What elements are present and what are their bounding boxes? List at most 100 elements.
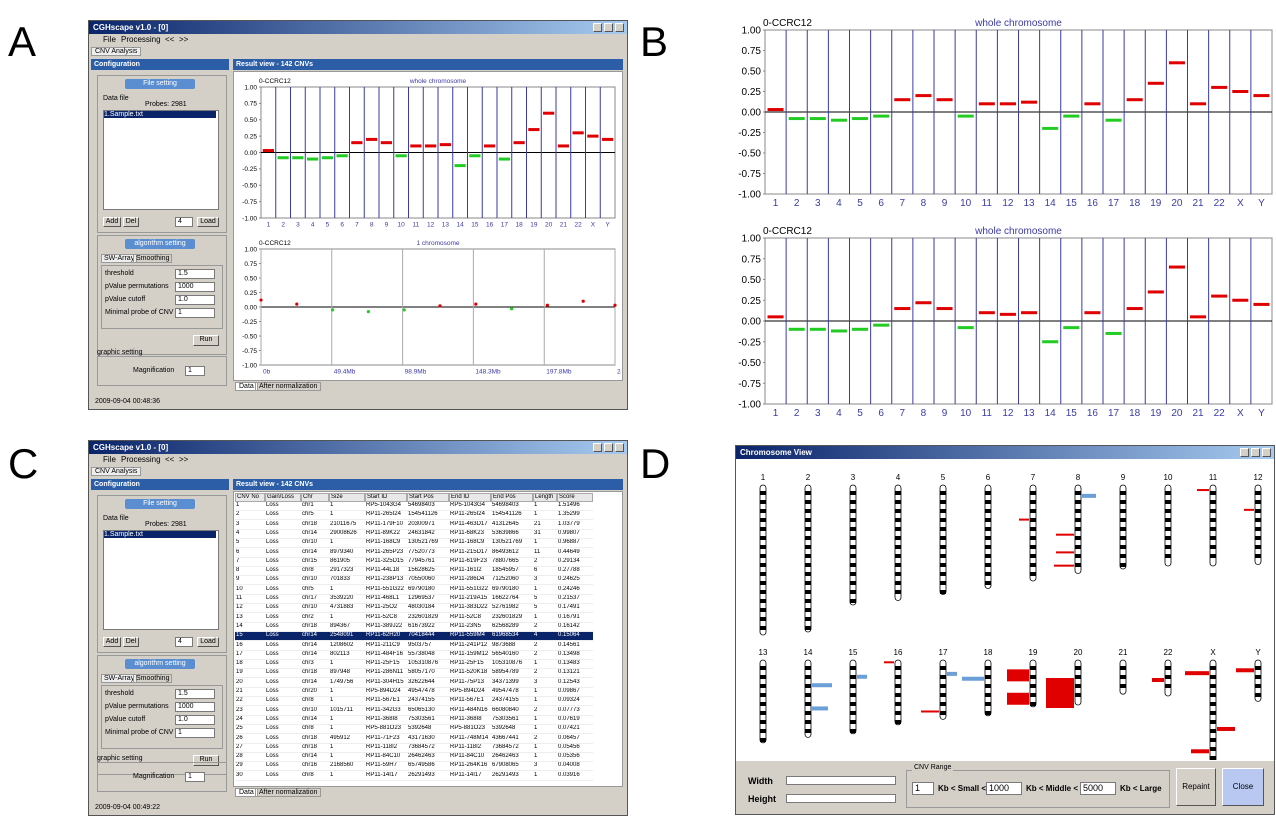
menu-item[interactable]: Processing [121, 455, 161, 464]
param-input[interactable]: 1000 [175, 702, 215, 712]
window-control[interactable] [615, 443, 624, 452]
table-cell: chr8 [301, 725, 329, 735]
window-control[interactable] [593, 443, 602, 452]
table-cell: RP5-1043G4 [365, 502, 407, 511]
column-header[interactable]: End ID [449, 493, 491, 502]
tab[interactable]: SW-Array [101, 254, 138, 263]
tab[interactable]: Smoothing [133, 254, 173, 263]
column-header[interactable]: Score [557, 493, 593, 502]
column-header[interactable]: Start Pos [407, 493, 449, 502]
status-bar: 2009-09-04 00:49:22 [95, 804, 160, 811]
button[interactable]: Del [123, 637, 139, 647]
window-control[interactable] [615, 23, 624, 32]
tab[interactable]: CNV Analysis [91, 467, 142, 476]
segment-level [1063, 114, 1080, 118]
combo-box[interactable]: 4 [175, 217, 193, 227]
button[interactable]: Close [1222, 768, 1264, 806]
table-cell: RP11-168C9 [365, 539, 407, 549]
param-input[interactable]: 1 [175, 308, 215, 318]
button[interactable]: Add [103, 217, 121, 227]
window-control[interactable] [1262, 448, 1271, 457]
slider[interactable] [786, 794, 896, 803]
tab[interactable]: Data [235, 382, 258, 391]
chromosome-label: 16 [894, 648, 903, 657]
table-cell: 1 [329, 688, 365, 697]
x-tick-label: 1 [267, 222, 271, 229]
chromosome-band [1075, 545, 1081, 549]
column-header[interactable]: End Pos [491, 493, 533, 502]
file-item[interactable]: 1.Sample.txt [104, 111, 216, 118]
window-control[interactable] [604, 443, 613, 452]
column-header[interactable]: Length [533, 493, 557, 502]
param-input[interactable]: 1.0 [175, 295, 215, 305]
tab[interactable]: Smoothing [133, 674, 173, 683]
column-header[interactable]: CNV No [235, 493, 265, 502]
range-input[interactable]: 1 [912, 782, 934, 795]
table-cell: 4 [235, 530, 265, 539]
column-header[interactable]: Gain/Loss [265, 493, 301, 502]
menu-item[interactable]: << [165, 455, 175, 464]
table-cell: 1 [329, 716, 365, 725]
button[interactable]: Load [197, 637, 219, 647]
param-label: pValue permutations [105, 703, 169, 710]
slider[interactable] [786, 776, 896, 785]
section-button[interactable]: File setting [125, 79, 195, 89]
param-input[interactable]: 1000 [175, 282, 215, 292]
panel-label: B [640, 18, 669, 65]
menu-item[interactable]: >> [179, 35, 189, 44]
tab[interactable]: After normalization [255, 788, 322, 797]
combo-box[interactable]: 1 [185, 366, 205, 376]
column-header[interactable]: Size [329, 493, 365, 502]
range-input[interactable]: 1000 [986, 782, 1022, 795]
x-tick-label: 21 [560, 222, 568, 229]
segment-level [999, 312, 1016, 316]
section-button[interactable]: File setting [125, 499, 195, 509]
chromosome-label: 4 [896, 473, 901, 482]
column-header[interactable]: Chr [301, 493, 329, 502]
window-control[interactable] [604, 23, 613, 32]
window-control[interactable] [593, 23, 602, 32]
range-input[interactable]: 5000 [1080, 782, 1116, 795]
table-cell: 5 [533, 604, 557, 614]
menu-item[interactable]: File [103, 35, 116, 44]
table-cell: 1749756 [329, 679, 365, 688]
button[interactable]: Run [193, 755, 219, 766]
table-cell: RP11-484F16 [365, 651, 407, 660]
menu-item[interactable]: File [103, 455, 116, 464]
tab[interactable]: Data [235, 788, 258, 797]
param-input[interactable]: 1.5 [175, 689, 215, 699]
combo-box[interactable]: 4 [175, 637, 193, 647]
menu-item[interactable]: >> [179, 455, 189, 464]
table-cell: 154541126 [491, 511, 533, 521]
chromosome-band [1075, 518, 1081, 522]
column-header[interactable]: Start ID [365, 493, 407, 502]
section-button[interactable]: algorithm setting [125, 239, 195, 249]
button[interactable]: Del [123, 217, 139, 227]
menu-item[interactable]: Processing [121, 35, 161, 44]
button[interactable]: Add [103, 637, 121, 647]
param-input[interactable]: 1.0 [175, 715, 215, 725]
button[interactable]: Load [197, 217, 219, 227]
menu-item[interactable]: << [165, 35, 175, 44]
tab[interactable]: CNV Analysis [91, 47, 142, 56]
file-item[interactable]: 1.Sample.txt [104, 531, 216, 538]
button[interactable]: Repaint [1176, 768, 1216, 806]
tab[interactable]: SW-Array [101, 674, 138, 683]
table-cell: 1 [329, 586, 365, 595]
y-tick-label: -0.50 [738, 358, 761, 369]
param-input[interactable]: 1 [175, 728, 215, 738]
combo-box[interactable]: 1 [185, 772, 205, 782]
segment-level [830, 118, 847, 122]
window-control[interactable] [1251, 448, 1260, 457]
button[interactable]: Run [193, 335, 219, 346]
window-control[interactable] [1240, 448, 1249, 457]
table-cell: 41312645 [491, 521, 533, 530]
cnv-bar [1007, 692, 1029, 705]
segment-level [1190, 102, 1207, 106]
tab[interactable]: After normalization [255, 382, 322, 391]
chromosome-band [760, 491, 766, 495]
section-button[interactable]: algorithm setting [125, 659, 195, 669]
app-window: CGHscape v1.0 - [0] File Processing << >> CNV… [88, 20, 628, 410]
param-input[interactable]: 1.5 [175, 269, 215, 279]
